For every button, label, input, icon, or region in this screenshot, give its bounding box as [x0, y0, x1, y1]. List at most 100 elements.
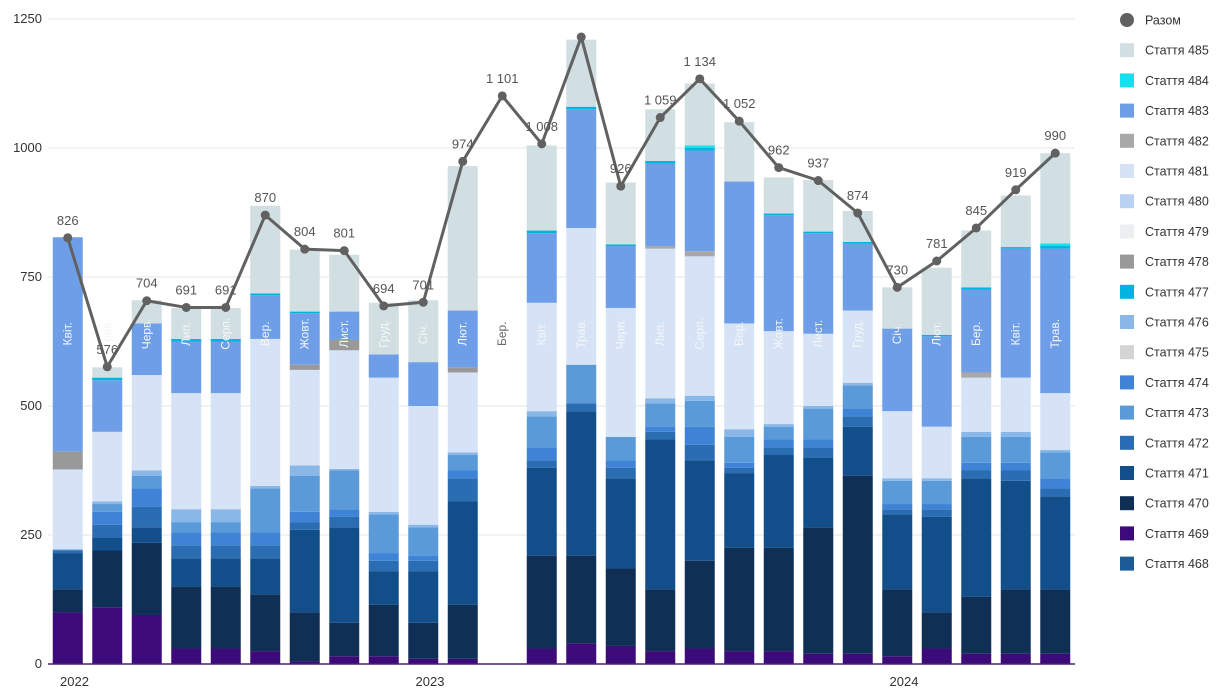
- legend-item-label: Стаття 479: [1145, 225, 1209, 239]
- bar-segment: [605, 436, 636, 461]
- total-label: 826: [57, 213, 79, 228]
- legend-swatch: [1120, 345, 1134, 360]
- bar-segment: [171, 545, 202, 559]
- bar-segment: [842, 310, 873, 383]
- bar-segment: [447, 310, 478, 368]
- total-label: 962: [768, 143, 790, 158]
- legend-item-label: Стаття 475: [1145, 346, 1209, 360]
- bar-segment: [842, 653, 873, 664]
- bar-segment: [250, 295, 281, 339]
- bar-segment: [447, 470, 478, 479]
- bar-segment: [566, 227, 597, 365]
- bar-segment: [842, 241, 873, 244]
- total-label: 704: [136, 276, 158, 291]
- bar-segment: [724, 547, 755, 652]
- bar-segment: [842, 416, 873, 427]
- total-line-path: [66, 35, 1057, 369]
- bar-segment: [684, 256, 715, 396]
- month-label: Лют.: [930, 322, 944, 346]
- bar-segment: [368, 560, 399, 572]
- total-label: 974: [452, 136, 474, 151]
- bar-segment: [566, 411, 597, 556]
- bar-segment: [526, 648, 557, 664]
- bar-stacks: [52, 39, 1071, 664]
- month-label: Груд.: [377, 320, 391, 348]
- total-label: 691: [215, 282, 237, 297]
- bar-segment: [250, 545, 281, 559]
- month-label: Бер.: [495, 321, 509, 346]
- month-label: Квіт.: [535, 322, 549, 346]
- bar-segment: [131, 475, 162, 489]
- bar-segment: [921, 426, 952, 479]
- bar-segment: [250, 594, 281, 652]
- bar-segment: [210, 307, 241, 339]
- legend-item-label: Стаття 472: [1145, 436, 1209, 450]
- month-label: Черв.: [140, 318, 154, 349]
- y-tick-label: 0: [35, 656, 42, 671]
- bar-segment: [763, 547, 794, 652]
- month-label: Лют.: [456, 322, 470, 346]
- bar-segment: [289, 311, 320, 314]
- bar-segment: [842, 382, 873, 386]
- bar-segment: [763, 331, 794, 425]
- bar-segment: [1040, 478, 1071, 489]
- total-point: [616, 181, 626, 191]
- bar-segment: [645, 163, 676, 247]
- bar-segment: [329, 516, 360, 528]
- total-point: [892, 282, 902, 292]
- bar-segment: [921, 480, 952, 505]
- month-label: Жовт.: [298, 318, 312, 349]
- bar-segment: [526, 230, 557, 234]
- bar-segment: [645, 651, 676, 664]
- bar-segment: [882, 287, 913, 329]
- month-label: Серп.: [693, 318, 707, 350]
- bar-segment: [52, 553, 83, 590]
- bar-segment: [921, 336, 952, 427]
- bar-segment: [1040, 153, 1071, 244]
- bar-segment: [882, 411, 913, 479]
- total-point: [1050, 148, 1060, 158]
- total-label: 694: [373, 281, 395, 296]
- total-point: [971, 223, 981, 233]
- total-label: 701: [412, 277, 434, 292]
- bar-segment: [921, 648, 952, 664]
- bar-segment: [368, 656, 399, 664]
- bar-segment: [803, 406, 834, 409]
- bar-segment: [1040, 246, 1071, 249]
- bar-segment: [92, 607, 123, 664]
- bar-segment: [803, 653, 834, 664]
- bar-segment: [210, 338, 241, 342]
- month-label: Черв.: [614, 318, 628, 349]
- bar-segment: [408, 524, 439, 528]
- bar-segment: [842, 243, 873, 311]
- legend-swatch: [1120, 224, 1134, 239]
- bar-segment: [566, 403, 597, 412]
- bar-segment: [210, 341, 241, 394]
- bar-segment: [210, 558, 241, 587]
- total-point: [300, 244, 310, 254]
- bar-segment: [645, 248, 676, 399]
- total-point: [695, 74, 705, 84]
- bar-segment: [684, 251, 715, 257]
- month-label: Бер.: [969, 321, 983, 346]
- legend-swatch: [1120, 43, 1134, 58]
- month-label: Трав.: [574, 319, 588, 349]
- bar-segment: [882, 328, 913, 412]
- total-point: [1011, 185, 1021, 195]
- bar-segment: [408, 300, 439, 363]
- total-label: 576: [96, 342, 118, 357]
- bar-segment: [684, 648, 715, 664]
- bar-segment: [408, 527, 439, 556]
- bar-segment: [803, 447, 834, 458]
- bar-segment: [921, 504, 952, 510]
- bar-segment: [210, 648, 241, 664]
- bar-segment: [684, 395, 715, 401]
- bar-segment: [645, 246, 676, 249]
- legend-item-label: Стаття 477: [1145, 285, 1209, 299]
- bar-segment: [842, 426, 873, 476]
- bar-segment: [92, 367, 123, 378]
- bar-segment: [724, 122, 755, 182]
- bar-segment: [605, 246, 636, 308]
- bar-segment: [724, 651, 755, 664]
- legend-swatch: [1120, 164, 1134, 178]
